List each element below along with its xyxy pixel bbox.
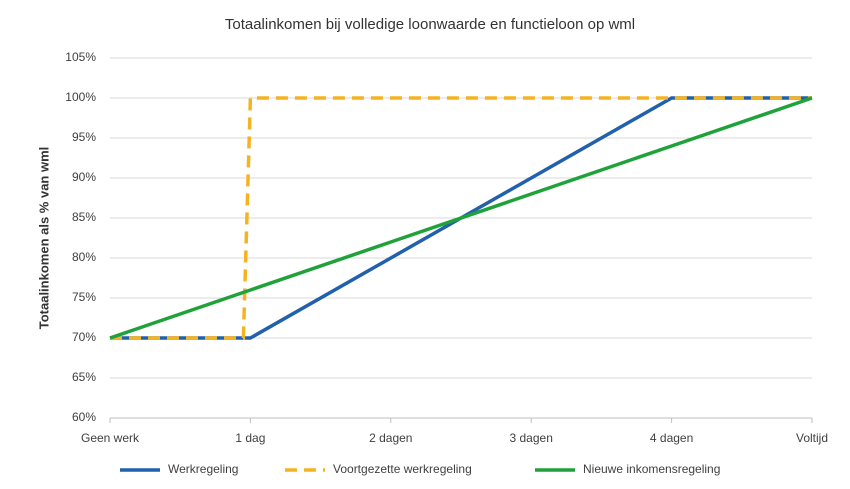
y-tick-label: 60% <box>72 410 96 424</box>
x-tick-label: Geen werk <box>81 431 140 445</box>
y-tick-label: 90% <box>72 170 96 184</box>
legend-label: Nieuwe inkomensregeling <box>583 462 720 476</box>
series-line <box>109 96 813 340</box>
chart-title: Totaalinkomen bij volledige loonwaarde e… <box>225 16 635 33</box>
legend-label: Werkregeling <box>168 462 238 476</box>
x-tick-label: 2 dagen <box>369 431 412 445</box>
y-axis-label: Totaalinkomen als % van wml <box>36 147 51 330</box>
y-tick-label: 80% <box>72 250 96 264</box>
series-line <box>110 96 812 340</box>
y-tick-label: 100% <box>65 90 96 104</box>
y-tick-label: 75% <box>72 290 96 304</box>
x-tick-label: 1 dag <box>235 431 265 445</box>
x-tick-label: 3 dagen <box>510 431 553 445</box>
y-tick-label: 70% <box>72 330 96 344</box>
y-tick-label: 95% <box>72 130 96 144</box>
x-tick-label: 4 dagen <box>650 431 693 445</box>
x-tick-label: Voltijd <box>796 431 828 445</box>
y-tick-label: 85% <box>72 210 96 224</box>
y-tick-label: 105% <box>65 50 96 64</box>
legend-label: Voortgezette werkregeling <box>333 462 472 476</box>
y-tick-label: 65% <box>72 370 96 384</box>
